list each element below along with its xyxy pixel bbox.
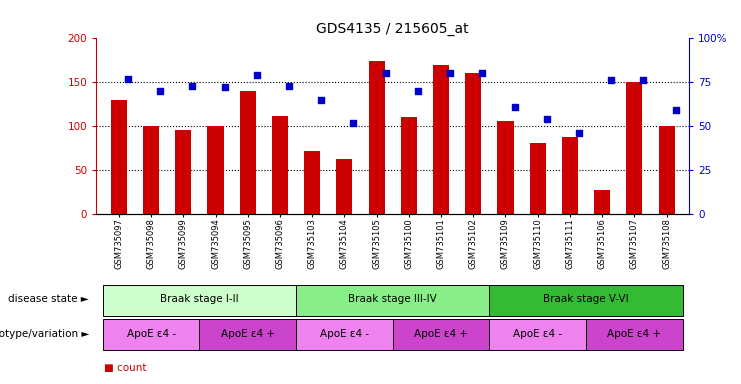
Text: disease state ►: disease state ►: [8, 295, 89, 305]
Bar: [489, 319, 586, 350]
Text: ApoE ε4 +: ApoE ε4 +: [608, 329, 662, 339]
Bar: [103, 285, 296, 316]
Title: GDS4135 / 215605_at: GDS4135 / 215605_at: [316, 22, 469, 36]
Point: [315, 97, 327, 103]
Point: [605, 78, 617, 84]
Point: [251, 72, 263, 78]
Text: ApoE ε4 +: ApoE ε4 +: [414, 329, 468, 339]
Text: ApoE ε4 -: ApoE ε4 -: [514, 329, 562, 339]
Bar: [199, 319, 296, 350]
Bar: [143, 126, 159, 214]
Bar: [111, 100, 127, 214]
Bar: [401, 117, 417, 214]
Text: Braak stage I-II: Braak stage I-II: [160, 295, 239, 305]
Text: ApoE ε4 -: ApoE ε4 -: [127, 329, 176, 339]
Bar: [594, 190, 610, 214]
Bar: [272, 116, 288, 214]
Point: [476, 70, 488, 76]
Bar: [296, 285, 489, 316]
Bar: [433, 65, 449, 214]
Point: [541, 116, 553, 122]
Bar: [562, 137, 578, 214]
Bar: [304, 151, 320, 214]
Bar: [586, 319, 682, 350]
Text: genotype/variation ►: genotype/variation ►: [0, 329, 89, 339]
Bar: [465, 73, 482, 214]
Point: [444, 70, 456, 76]
Bar: [393, 319, 489, 350]
Bar: [336, 159, 353, 214]
Point: [219, 84, 230, 91]
Bar: [489, 285, 682, 316]
Point: [283, 83, 295, 89]
Point: [379, 70, 391, 76]
Bar: [103, 319, 199, 350]
Point: [670, 107, 682, 113]
Point: [573, 130, 585, 136]
Text: Braak stage III-IV: Braak stage III-IV: [348, 295, 437, 305]
Bar: [530, 143, 546, 214]
Bar: [368, 61, 385, 214]
Text: ApoE ε4 +: ApoE ε4 +: [221, 329, 275, 339]
Bar: [626, 82, 642, 214]
Text: ■ count: ■ count: [104, 363, 146, 374]
Bar: [497, 121, 514, 214]
Point: [637, 78, 649, 84]
Point: [154, 88, 166, 94]
Text: Braak stage V-VI: Braak stage V-VI: [543, 295, 629, 305]
Bar: [659, 126, 674, 214]
Bar: [296, 319, 393, 350]
Text: ApoE ε4 -: ApoE ε4 -: [320, 329, 369, 339]
Bar: [207, 126, 224, 214]
Point: [412, 88, 424, 94]
Point: [122, 76, 134, 82]
Bar: [239, 91, 256, 214]
Point: [508, 104, 520, 110]
Bar: [176, 131, 191, 214]
Point: [348, 119, 359, 126]
Point: [187, 83, 199, 89]
